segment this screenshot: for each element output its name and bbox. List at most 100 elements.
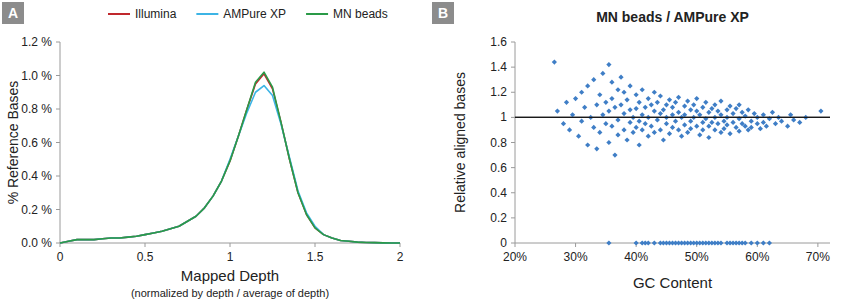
- point: [673, 119, 678, 124]
- point: [685, 98, 690, 103]
- point: [591, 77, 596, 82]
- point: [755, 121, 760, 126]
- point: [621, 127, 626, 132]
- point: [640, 127, 645, 132]
- point: [591, 125, 596, 130]
- plot-area: [515, 60, 830, 246]
- point: [773, 121, 778, 126]
- point: [688, 119, 693, 124]
- point: [552, 60, 557, 65]
- point: [606, 108, 611, 113]
- point: [627, 107, 632, 112]
- point: [637, 119, 642, 124]
- y-tick: [56, 209, 60, 210]
- point: [706, 124, 711, 129]
- point: [652, 240, 657, 245]
- point: [649, 102, 654, 107]
- point: [679, 134, 684, 139]
- x-tick-label: 1.5: [307, 250, 324, 264]
- legend-swatch: [306, 13, 328, 15]
- point: [746, 107, 751, 112]
- x-axis-label: Mapped Depth: [181, 267, 279, 284]
- point: [624, 137, 629, 142]
- x-tick: [575, 243, 576, 247]
- x-tick-label: 30%: [564, 250, 588, 264]
- point: [661, 107, 666, 112]
- x-axis-note: (normalized by depth / average of depth): [131, 287, 329, 299]
- point: [643, 105, 648, 110]
- point: [585, 83, 590, 88]
- x-tick-label: 70%: [806, 250, 830, 264]
- point: [573, 96, 578, 101]
- point: [685, 130, 690, 135]
- point: [721, 119, 726, 124]
- point: [576, 134, 581, 139]
- panel-letter: B: [438, 5, 448, 21]
- point: [709, 106, 714, 111]
- point: [567, 127, 572, 132]
- point: [697, 132, 702, 137]
- point: [673, 100, 678, 105]
- y-tick: [511, 167, 515, 168]
- point: [694, 124, 699, 129]
- point: [688, 126, 693, 131]
- point: [682, 122, 687, 127]
- y-tick: [56, 109, 60, 110]
- point: [758, 126, 763, 131]
- point: [737, 102, 742, 107]
- point: [682, 112, 687, 117]
- point: [609, 124, 614, 129]
- point: [621, 111, 626, 116]
- legend-swatch: [196, 13, 218, 15]
- point: [712, 102, 717, 107]
- panel-0: A0.0 %0.2 %0.4 %0.6 %0.8 %1.0 %1.2 %00.5…: [2, 2, 404, 299]
- point: [767, 240, 772, 245]
- panel-badge: [432, 2, 454, 24]
- point: [634, 92, 639, 97]
- y-tick-label: 0.2 %: [21, 203, 52, 217]
- point: [606, 62, 611, 67]
- point: [643, 121, 648, 126]
- x-tick: [817, 243, 818, 247]
- point: [700, 105, 705, 110]
- panel-badge: [2, 2, 24, 24]
- point: [646, 240, 651, 245]
- point: [797, 120, 802, 125]
- point: [661, 137, 666, 142]
- points: [552, 60, 824, 246]
- point: [579, 119, 584, 124]
- point: [664, 102, 669, 107]
- y-tick-label: 0.2: [490, 211, 507, 225]
- point: [688, 107, 693, 112]
- y-tick: [511, 243, 515, 244]
- x-tick-label: 50%: [685, 250, 709, 264]
- x-tick-label: 0: [57, 250, 64, 264]
- x-axis-label: GC Content: [633, 274, 713, 291]
- point: [606, 140, 611, 145]
- x-tick: [515, 243, 516, 247]
- point: [570, 112, 575, 117]
- y-tick-label: 0: [500, 236, 507, 250]
- point: [646, 96, 651, 101]
- point: [652, 90, 657, 95]
- point: [585, 142, 590, 147]
- point: [658, 127, 663, 132]
- x-tick: [230, 243, 231, 247]
- y-tick-label: 1.2: [490, 85, 507, 99]
- legend-label: MN beads: [333, 7, 388, 21]
- point: [761, 112, 766, 117]
- reference-line: [515, 117, 830, 118]
- plot-area: [60, 72, 400, 243]
- y-tick: [56, 75, 60, 76]
- point: [734, 125, 739, 130]
- point: [561, 121, 566, 126]
- point: [627, 120, 632, 125]
- y-tick-label: 1.6: [490, 35, 507, 49]
- x-tick-label: 60%: [745, 250, 769, 264]
- point: [609, 96, 614, 101]
- point: [749, 119, 754, 124]
- point: [706, 135, 711, 140]
- point: [579, 90, 584, 95]
- point: [612, 152, 617, 157]
- point: [691, 102, 696, 107]
